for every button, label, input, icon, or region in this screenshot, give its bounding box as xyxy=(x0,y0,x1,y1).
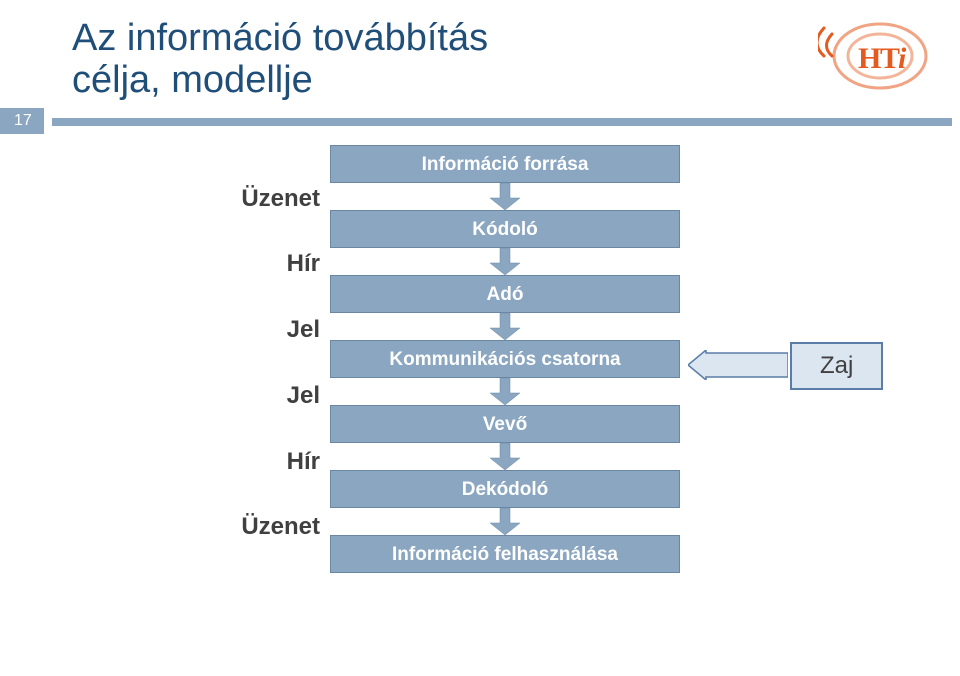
header-divider xyxy=(52,118,952,126)
signal-label: Jel xyxy=(195,316,320,344)
flow-node: Kommunikációs csatorna xyxy=(330,340,680,378)
flow-node: Információ felhasználása xyxy=(330,535,680,573)
flow-node: Dekódoló xyxy=(330,470,680,508)
zaj-arrow xyxy=(688,350,788,385)
title-line-1: Az információ továbbítás xyxy=(72,17,488,59)
title-line-2: célja, modellje xyxy=(72,59,313,101)
arrow-down-icon xyxy=(490,443,520,470)
arrow-down-icon xyxy=(490,248,520,275)
center-column: Információ forrása Kódoló Adó Kommunikációs… xyxy=(330,145,680,573)
svg-text:i: i xyxy=(898,42,907,75)
arrow-down-icon xyxy=(490,508,520,535)
header: Az információ továbbítás célja, modellje… xyxy=(0,0,960,102)
signal-label: Üzenet xyxy=(195,185,320,213)
flow-diagram: Információ forrása Kódoló Adó Kommunikációs… xyxy=(0,145,960,670)
arrow-down-icon xyxy=(490,378,520,405)
svg-text:T: T xyxy=(880,42,900,75)
page-number-badge: 17 xyxy=(0,108,44,134)
signal-label: Hír xyxy=(195,250,320,278)
flow-node: Kódoló xyxy=(330,210,680,248)
signal-label: Üzenet xyxy=(195,513,320,541)
arrow-down-icon xyxy=(490,183,520,210)
signal-label: Hír xyxy=(195,448,320,476)
noise-box: Zaj xyxy=(790,342,883,390)
flow-node: Vevő xyxy=(330,405,680,443)
svg-text:H: H xyxy=(858,42,881,75)
logo-hti: H T i xyxy=(818,10,938,105)
flow-node: Információ forrása xyxy=(330,145,680,183)
signal-label: Jel xyxy=(195,382,320,410)
flow-node: Adó xyxy=(330,275,680,313)
arrow-down-icon xyxy=(490,313,520,340)
